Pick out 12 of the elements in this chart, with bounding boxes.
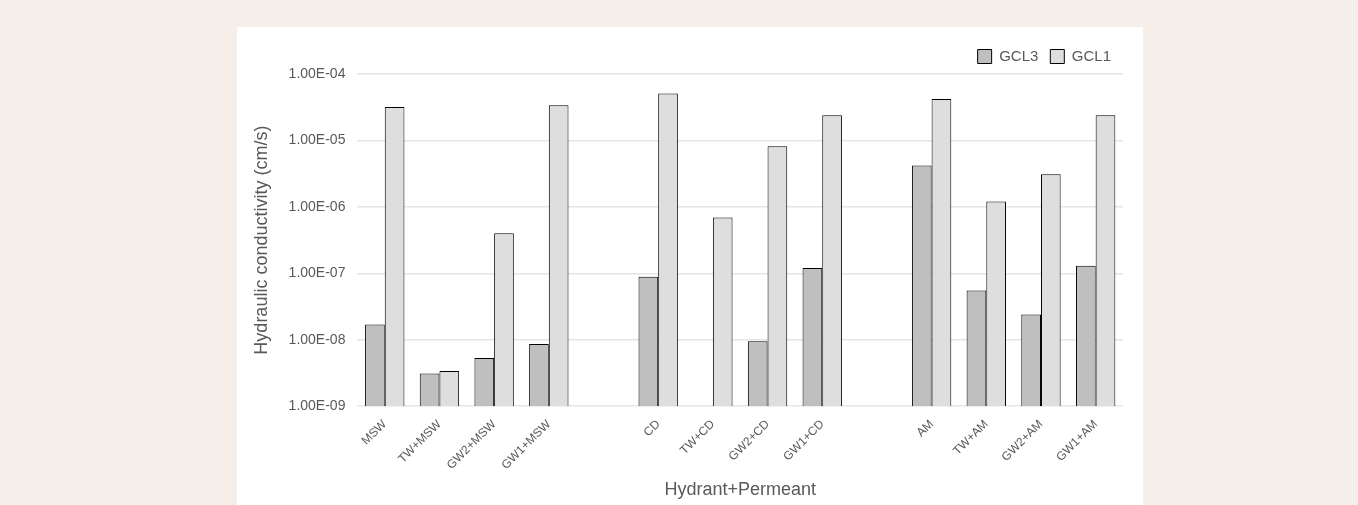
y-tick-label: 1.00E-04 <box>288 64 346 81</box>
y-tick-label: 1.00E-05 <box>288 131 346 148</box>
y-tick-label: 1.00E-06 <box>288 197 346 214</box>
y-tick-label: 1.00E-07 <box>288 264 346 281</box>
y-axis-title: Hydraulic conductivity (cm/s) <box>250 125 271 355</box>
x-axis-title: Hydrant+Permeant <box>664 479 816 500</box>
x-tick-label: AM <box>913 416 937 440</box>
y-tick-label: 1.00E-08 <box>288 330 346 347</box>
y-tick-label: 1.00E-09 <box>288 397 346 414</box>
legend-label: GCL1 <box>1071 46 1111 64</box>
x-tick-label: CD <box>640 416 663 440</box>
legend-label: GCL3 <box>999 46 1039 64</box>
